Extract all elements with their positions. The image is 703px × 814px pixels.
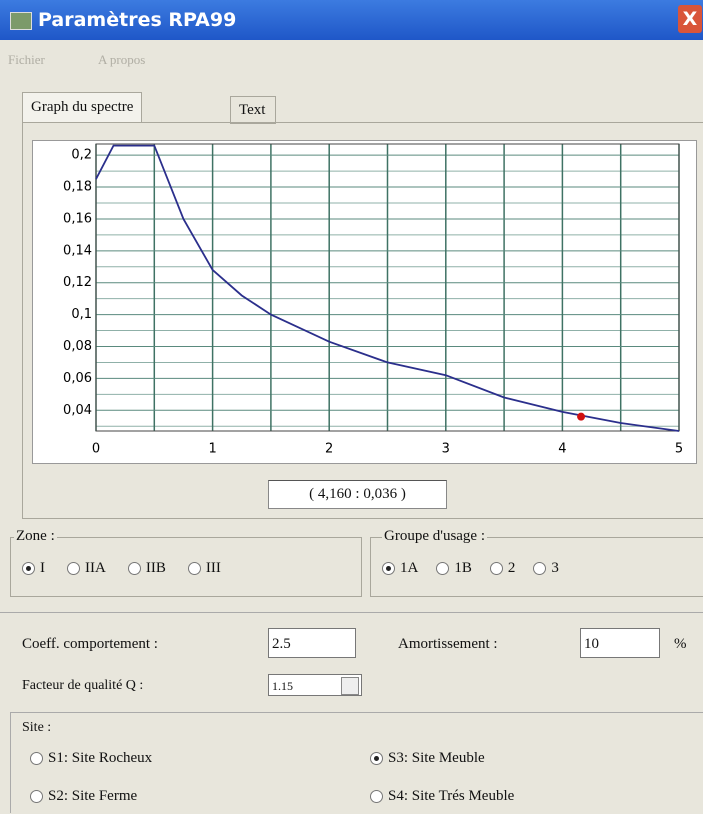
x-tick-label: 3 xyxy=(442,442,450,457)
usage-group xyxy=(370,537,703,597)
field-label: Facteur de qualité Q : xyxy=(22,678,144,693)
window-title: Paramètres RPA99 xyxy=(38,9,237,31)
radio-row: I IIA IIB III xyxy=(22,560,352,577)
amort-input[interactable]: 10 xyxy=(580,628,660,658)
select-value: 1.15 xyxy=(272,679,293,693)
y-tick-label: 0,2 xyxy=(71,148,92,163)
radio-button[interactable] xyxy=(30,790,43,804)
radio-button[interactable] xyxy=(370,790,383,804)
radio-option[interactable]: IIB xyxy=(127,560,166,577)
x-tick-label: 5 xyxy=(675,442,683,457)
radio-label: S2: Site Ferme xyxy=(48,788,138,804)
radio-option[interactable]: III xyxy=(187,560,221,577)
radio-label: I xyxy=(40,560,45,576)
menu-item[interactable]: Fichier xyxy=(8,52,45,67)
field-label: Coeff. comportement : xyxy=(22,636,158,652)
radio-button[interactable] xyxy=(370,752,383,766)
site-group xyxy=(10,712,703,813)
radio-button[interactable] xyxy=(67,562,80,576)
x-tick-label: 1 xyxy=(208,442,216,457)
radio-button[interactable] xyxy=(187,562,201,576)
tab-panel xyxy=(22,122,703,519)
radio-row: 1A 1B 2 3 xyxy=(382,560,702,577)
menu-item[interactable]: A propos xyxy=(98,52,146,67)
radio-option[interactable]: S1: Site Rocheux xyxy=(30,750,152,767)
field-label: Amortissement : xyxy=(398,636,498,652)
coeff-input[interactable]: 2.5 xyxy=(268,628,356,658)
radio-label: S1: Site Rocheux xyxy=(48,750,153,766)
radio-option[interactable]: 1A xyxy=(382,560,418,577)
radio-option[interactable]: S3: Site Meuble xyxy=(370,750,485,767)
close-button[interactable]: X xyxy=(678,5,702,33)
radio-option[interactable]: 2 xyxy=(489,560,516,577)
radio-label: III xyxy=(205,560,221,576)
radio-label: 3 xyxy=(551,560,559,576)
radio-button[interactable] xyxy=(489,562,503,576)
radio-label: S3: Site Meuble xyxy=(388,750,485,766)
y-tick-label: 0,18 xyxy=(63,180,92,195)
radio-button[interactable] xyxy=(533,562,547,576)
radio-option[interactable]: IIA xyxy=(67,560,106,577)
tab[interactable]: Graph du spectre xyxy=(22,92,143,123)
title-bar: Paramètres RPA99 X xyxy=(0,0,703,40)
radio-button[interactable] xyxy=(127,562,141,576)
y-tick-label: 0,14 xyxy=(63,243,92,258)
spectrum-chart: 0,04 0,06 0,08 0,1 0,12 0,14 0,16 0,18 0,2 0 1 2 3 4 5 xyxy=(32,140,697,464)
radio-button[interactable] xyxy=(382,562,395,576)
y-tick-label: 0,12 xyxy=(63,275,92,290)
y-tick-label: 0,16 xyxy=(63,211,92,226)
zone-group xyxy=(10,537,362,597)
group-label: Groupe d'usage : xyxy=(382,528,488,545)
radio-option[interactable]: S2: Site Ferme xyxy=(30,788,137,805)
group-label: Zone : xyxy=(14,528,57,545)
y-tick-label: 0,06 xyxy=(63,371,92,386)
y-tick-label: 0,08 xyxy=(63,339,92,354)
radio-option[interactable]: S4: Site Trés Meuble xyxy=(370,788,514,805)
coordinate-readout: ( 4,160 : 0,036 ) xyxy=(268,480,447,509)
radio-button[interactable] xyxy=(22,562,35,576)
radio-option[interactable]: I xyxy=(22,560,45,577)
radio-label: IIB xyxy=(145,560,166,576)
tab[interactable]: Text xyxy=(230,96,277,124)
radio-label: 1A xyxy=(400,560,419,576)
y-tick-label: 0,1 xyxy=(71,307,92,322)
radio-button[interactable] xyxy=(30,752,43,766)
radio-option[interactable]: 1B xyxy=(436,560,472,577)
radio-label: S4: Site Trés Meuble xyxy=(388,788,515,804)
quality-select[interactable]: 1.15 xyxy=(268,674,362,696)
dropdown-button[interactable] xyxy=(341,677,359,695)
separator xyxy=(0,612,703,613)
y-tick-label: 0,04 xyxy=(63,403,92,418)
radio-label: IIA xyxy=(85,560,106,576)
plot-frame xyxy=(95,143,680,432)
cursor-point xyxy=(577,412,586,421)
unit: % xyxy=(674,636,687,652)
x-tick-label: 0 xyxy=(92,442,100,457)
app-icon xyxy=(10,12,32,30)
radio-label: 1B xyxy=(454,560,472,576)
x-tick-label: 2 xyxy=(325,442,333,457)
x-tick-label: 4 xyxy=(558,442,566,457)
radio-button[interactable] xyxy=(436,562,450,576)
series-line xyxy=(95,144,680,432)
group-label: Site : xyxy=(22,720,52,735)
radio-label: 2 xyxy=(507,560,516,576)
radio-option[interactable]: 3 xyxy=(533,560,559,577)
